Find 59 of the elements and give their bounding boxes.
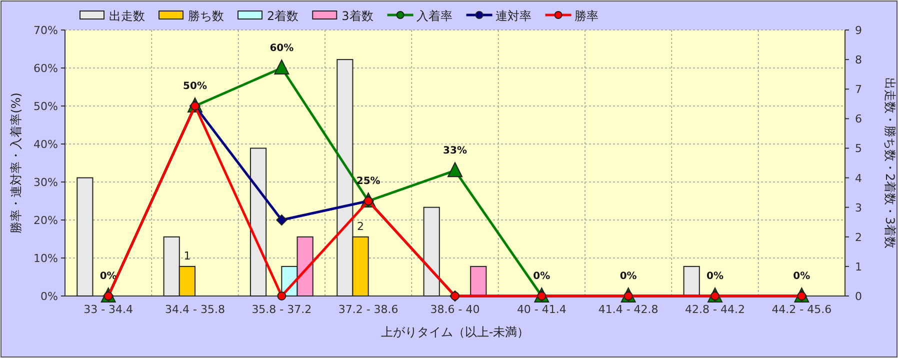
y2-tick-label: 9 bbox=[855, 24, 862, 37]
x-tick-label: 38.6 - 40 bbox=[430, 303, 480, 316]
y-tick-label: 10% bbox=[34, 252, 58, 265]
legend-label: 入着率 bbox=[416, 9, 452, 23]
data-label: 0% bbox=[533, 271, 550, 282]
data-label: 25% bbox=[356, 176, 380, 187]
y2-tick-label: 7 bbox=[855, 83, 862, 96]
bar bbox=[250, 148, 267, 296]
legend-label: 3着数 bbox=[342, 9, 374, 23]
y2-tick-label: 8 bbox=[855, 54, 862, 67]
x-axis-title: 上がりタイム（以上-未満） bbox=[380, 325, 530, 339]
y-tick-label: 60% bbox=[34, 62, 58, 75]
y-axis-title: 勝率・連対率・入着率(%) bbox=[9, 92, 23, 234]
y-tick-label: 70% bbox=[34, 24, 58, 37]
y2-axis-title: 出走数・勝ち数・2着数・3着数 bbox=[883, 77, 897, 249]
data-label: 0% bbox=[793, 271, 810, 282]
x-tick-label: 33 - 34.4 bbox=[84, 303, 134, 316]
y-tick-label: 0% bbox=[40, 290, 58, 303]
y2-tick-label: 1 bbox=[855, 260, 862, 274]
y2-tick-label: 3 bbox=[855, 201, 862, 214]
y2-tick-label: 6 bbox=[855, 112, 862, 126]
legend-label: 出走数 bbox=[109, 9, 145, 23]
point bbox=[448, 162, 462, 178]
bar bbox=[163, 236, 180, 296]
x-tick-label: 34.4 - 35.8 bbox=[165, 303, 225, 316]
data-label: 2 bbox=[357, 220, 364, 233]
data-label: 60% bbox=[270, 43, 294, 54]
legend-label: 勝率 bbox=[574, 9, 598, 23]
y2-tick-label: 0 bbox=[855, 290, 862, 303]
y2-tick-label: 4 bbox=[855, 172, 862, 185]
x-tick-label: 40 - 41.4 bbox=[516, 303, 566, 316]
bar bbox=[76, 177, 94, 296]
y2-tick-label: 2 bbox=[855, 230, 862, 244]
bar bbox=[683, 266, 700, 296]
point bbox=[274, 60, 290, 74]
data-label: 0% bbox=[100, 271, 117, 282]
y-tick-label: 50% bbox=[34, 100, 58, 113]
point bbox=[277, 292, 286, 300]
point bbox=[276, 214, 288, 226]
y-tick-label: 20% bbox=[34, 214, 58, 227]
y2-tick-label: 5 bbox=[855, 142, 862, 156]
legend-label: 2着数 bbox=[267, 9, 299, 23]
x-tick-label: 35.8 - 37.2 bbox=[252, 303, 312, 316]
data-label: 1 bbox=[184, 249, 191, 262]
x-tick-label: 37.2 - 38.6 bbox=[338, 303, 398, 316]
data-label: 33% bbox=[443, 146, 467, 157]
data-label: 50% bbox=[183, 81, 207, 92]
y-tick-label: 40% bbox=[34, 138, 58, 151]
bar bbox=[423, 206, 440, 296]
x-tick-label: 42.8 - 44.2 bbox=[685, 303, 745, 316]
x-tick-label: 44.2 - 45.6 bbox=[772, 303, 832, 316]
data-label: 0% bbox=[706, 271, 724, 282]
y-tick-label: 30% bbox=[34, 176, 58, 189]
bar bbox=[470, 266, 487, 296]
bar bbox=[336, 59, 354, 296]
legend-label: 連対率 bbox=[495, 9, 532, 23]
legend-label: 勝ち数 bbox=[188, 9, 224, 23]
x-tick-label: 41.4 - 42.8 bbox=[598, 303, 658, 316]
data-label: 0% bbox=[620, 271, 637, 282]
